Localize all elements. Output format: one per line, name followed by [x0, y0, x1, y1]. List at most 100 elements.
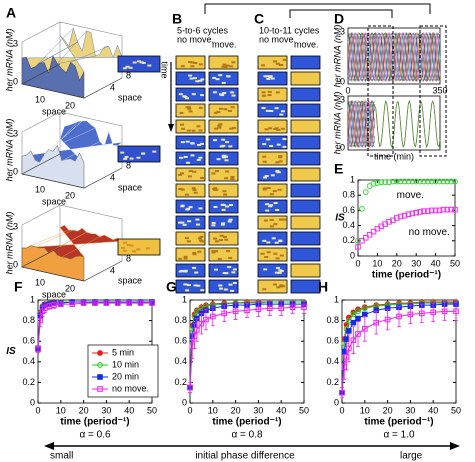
- tile-spot: [261, 94, 266, 97]
- trajectory: [347, 31, 441, 83]
- tile-spot: [187, 107, 192, 110]
- tile-spot: [278, 155, 283, 158]
- tile-spot: [193, 77, 198, 80]
- error-bar: [256, 301, 261, 317]
- tile-spot: [195, 223, 200, 226]
- tile-spot: [198, 239, 203, 242]
- x-tick-label: 350: [432, 85, 447, 95]
- y-tick-label: 0.8: [22, 315, 35, 325]
- tile-spot: [273, 252, 278, 255]
- tile-spot: [268, 205, 273, 208]
- x-axis-label: time (period⁻¹): [60, 417, 129, 428]
- tile-spot: [185, 161, 190, 164]
- tile-spot: [211, 224, 216, 227]
- marker: [436, 178, 443, 185]
- legend-marker: [97, 350, 103, 356]
- thumbnail-spot: [122, 249, 127, 252]
- marker: [210, 313, 216, 320]
- trajectory: [347, 99, 375, 148]
- thumbnail: [117, 145, 161, 163]
- tile: [257, 199, 288, 214]
- marker: [37, 317, 44, 324]
- tile-spot: [195, 80, 200, 83]
- tile-spot: [183, 155, 188, 158]
- y-tick-label: 0.2: [342, 235, 355, 245]
- surface-mesh: [70, 45, 109, 63]
- marker: [386, 179, 392, 186]
- error-bar: [302, 300, 306, 314]
- marker: [69, 301, 76, 307]
- marker: [339, 389, 345, 396]
- marker: [405, 211, 412, 217]
- tile-spot: [269, 193, 274, 196]
- tile-spot: [228, 283, 233, 286]
- tile-spot: [273, 202, 278, 205]
- phase-arrow-head: [450, 442, 460, 450]
- tile: [290, 135, 321, 150]
- panel-letter: G: [166, 279, 177, 295]
- marker: [350, 319, 357, 326]
- tile-spot: [212, 91, 217, 94]
- marker: [255, 306, 262, 313]
- surface-plot: [20, 111, 123, 189]
- marker: [362, 189, 369, 196]
- tile-spot: [266, 138, 271, 141]
- time-label: time: [160, 61, 170, 78]
- tile-spot: [229, 65, 234, 68]
- marker: [407, 311, 414, 318]
- marker: [355, 244, 361, 250]
- surface-mesh: [30, 229, 69, 246]
- marker: [137, 300, 144, 306]
- y-tick-label: 8: [126, 70, 131, 80]
- marker: [405, 178, 412, 185]
- legend-label: 10 min: [112, 359, 139, 369]
- marker: [361, 305, 368, 312]
- marker: [362, 326, 368, 332]
- x-tick-label: 50: [147, 405, 157, 415]
- marker: [430, 309, 436, 316]
- x-tick-label: 20: [65, 190, 75, 200]
- y-axis-label: IS: [6, 346, 16, 357]
- error-bar: [442, 301, 447, 321]
- y-tick-label: 0.2: [22, 377, 35, 387]
- marker: [343, 353, 350, 360]
- tile-spot: [200, 78, 205, 81]
- tile-spot: [187, 175, 192, 178]
- alpha-label: α = 0.8: [231, 430, 263, 441]
- z-tick-label: 3: [13, 38, 18, 48]
- tile-spot: [222, 154, 227, 157]
- x-axis-label: space: [42, 196, 66, 206]
- tile-spot: [184, 193, 189, 196]
- tile: [175, 183, 206, 198]
- time-arrow-head: [168, 124, 174, 132]
- y-tick-label: 8: [126, 253, 131, 263]
- tile-spot: [265, 75, 270, 78]
- x-tick-label: 20: [392, 258, 402, 268]
- tile-spot: [279, 254, 284, 257]
- tile: [208, 119, 239, 134]
- marker: [396, 313, 402, 320]
- tile-spot: [278, 285, 283, 288]
- x-tick-label: 0: [339, 405, 344, 415]
- axis-box: [20, 63, 123, 99]
- tile-spot: [275, 161, 280, 164]
- tile-spot: [264, 174, 269, 177]
- tile-spot: [230, 91, 235, 94]
- tile-spot: [183, 95, 188, 98]
- marker: [350, 311, 357, 318]
- y-tick-label: 1: [334, 294, 339, 304]
- y-tick-label: 1: [30, 294, 35, 304]
- tile: [290, 71, 321, 86]
- tile-spot: [221, 208, 226, 211]
- x-axis-label: space: [42, 106, 66, 116]
- error-bar: [245, 302, 249, 318]
- tile-spot: [183, 255, 188, 258]
- tile-spot: [267, 90, 272, 93]
- alpha-label: α = 1.0: [383, 430, 415, 441]
- tile: [290, 279, 321, 294]
- tile-spot: [198, 207, 203, 210]
- tile-spot: [178, 173, 183, 176]
- tile-spot: [228, 204, 233, 207]
- trajectory: [347, 99, 375, 148]
- tile-spot: [222, 63, 227, 66]
